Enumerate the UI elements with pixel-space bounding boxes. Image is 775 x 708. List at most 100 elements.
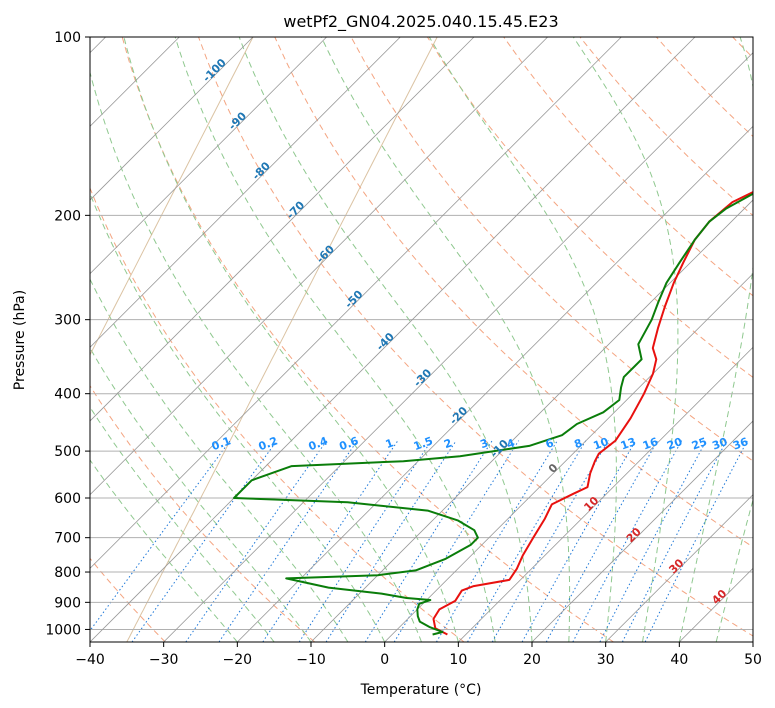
isotherm-line: [679, 567, 753, 642]
y-axis-label: Pressure (hPa): [12, 290, 28, 390]
mixing-ratio-line: [90, 440, 231, 632]
mixing-ratio-label: 0.4: [307, 434, 330, 453]
y-axis: 100 200 300 400 500 600 700 800 900 1000: [45, 30, 90, 638]
mixing-ratio-line: [572, 440, 683, 642]
isotherm-label: -80: [250, 159, 273, 182]
mixing-ratio-line: [521, 440, 637, 642]
y-tick-label: 300: [54, 313, 81, 329]
x-tick-label: 50: [744, 652, 762, 668]
isotherm-label: -70: [284, 198, 307, 221]
x-tick-label: −40: [75, 652, 105, 668]
isotherm-line: [384, 273, 753, 642]
chart-title: wetPf2_GN04.2025.040.15.45.E23: [283, 12, 558, 32]
mixing-ratio-label: 0.2: [257, 434, 280, 453]
dry-adiabat-line: [503, 37, 753, 297]
moist-adiabat-line: [715, 497, 753, 642]
isotherm-label: -40: [374, 330, 397, 353]
dry-adiabat-line: [121, 37, 614, 642]
mixing-ratio-line: [467, 440, 587, 642]
reference-curve: [126, 37, 438, 642]
isotherm-line: [531, 420, 753, 642]
dry-adiabat-line: [350, 37, 753, 462]
moist-adiabat-line: [90, 406, 275, 642]
isotherm-line: [90, 37, 327, 275]
y-tick-label: 200: [54, 208, 81, 224]
moist-adiabat-line: [123, 37, 459, 642]
moist-adiabat-line: [174, 37, 496, 642]
moist-adiabat-line: [90, 347, 312, 642]
mixing-ratio-line: [621, 440, 728, 642]
isotherm-line: [90, 37, 622, 569]
mixing-ratio-line: [298, 440, 432, 642]
isotherm-label: 10: [581, 494, 601, 514]
mixing-ratio-line: [364, 440, 493, 642]
y-tick-label: 800: [54, 565, 81, 581]
isotherm-line: [752, 641, 753, 642]
x-tick-label: −20: [223, 652, 253, 668]
mixing-ratio-label: 2: [442, 436, 454, 451]
x-axis-label: Temperature (°C): [360, 682, 482, 698]
y-tick-label: 400: [54, 387, 81, 403]
y-tick-label: 600: [54, 491, 81, 507]
isotherm-label: -100: [200, 56, 229, 85]
reference-curve: [0, 37, 69, 642]
y-tick-label: 700: [54, 531, 81, 547]
moist-adiabat-line: [90, 459, 238, 642]
x-tick-label: 30: [597, 652, 615, 668]
isotherm-line: [163, 52, 753, 642]
moist-adiabat-line: [90, 70, 422, 642]
mixing-ratio-label: 25: [690, 435, 709, 452]
mixing-ratio-line: [644, 440, 748, 642]
y-tick-label: 900: [54, 595, 81, 611]
x-tick-label: 20: [523, 652, 541, 668]
mixing-ratio-label: 8: [572, 436, 584, 451]
isotherm-line: [90, 37, 475, 422]
temperature-profile-line: [432, 191, 753, 636]
mixing-ratio-label: 6: [544, 436, 556, 451]
isotherm-line: [605, 494, 753, 642]
y-tick-label: 1000: [45, 622, 81, 638]
mixing-ratio-line: [262, 440, 399, 642]
moist-adiabat-line: [90, 192, 386, 642]
y-tick-label: 500: [54, 444, 81, 460]
dry-adiabat-line: [656, 37, 753, 138]
mixing-ratio-label: 0.1: [210, 434, 233, 453]
mixing-ratio-label: 0.6: [338, 434, 361, 453]
mixing-ratio-label: 1: [384, 436, 396, 451]
mixing-ratio-line: [185, 440, 328, 642]
plot-frame: [89, 36, 754, 643]
mixing-ratio-line: [599, 440, 707, 642]
mixing-ratio-label: 36: [731, 435, 750, 453]
mixing-ratio-line: [393, 440, 520, 642]
isotherm-line: [458, 346, 753, 642]
isotherm-line: [90, 37, 401, 348]
isotherm-line: [237, 125, 753, 642]
isotherm-label: -20: [447, 404, 470, 427]
x-tick-label: 10: [449, 652, 467, 668]
x-axis: −40 −30 −20 −10 0 10 20 30 40 50: [75, 642, 762, 668]
isotherm-label: 30: [666, 556, 686, 576]
isotherm-line: [310, 199, 753, 642]
mixing-ratio-line: [435, 440, 558, 642]
x-tick-label: 40: [670, 652, 688, 668]
mixing-ratio-label: 20: [665, 435, 684, 453]
isotherm-label: 40: [709, 587, 729, 607]
isotherm-line: [90, 37, 254, 201]
x-tick-label: −10: [296, 652, 326, 668]
mixing-ratio-label: 10: [592, 435, 611, 453]
mixing-ratio-line: [545, 440, 659, 642]
mixing-ratio-label: 16: [641, 435, 660, 453]
moist-adiabat-line: [90, 278, 349, 642]
moist-adiabat-line: [238, 37, 533, 642]
dry-adiabat-line: [90, 384, 316, 642]
isotherm-label: -60: [314, 242, 337, 265]
mixing-ratio-line: [131, 440, 278, 642]
mixing-ratio-label: 3: [478, 436, 490, 451]
x-tick-label: −30: [149, 652, 179, 668]
dewpoint-profile-line: [233, 192, 753, 636]
reference-curve: [90, 37, 254, 356]
isotherm-label: -30: [411, 366, 434, 389]
isotherm-line: [90, 37, 696, 642]
isotherm-label: 20: [624, 525, 644, 545]
